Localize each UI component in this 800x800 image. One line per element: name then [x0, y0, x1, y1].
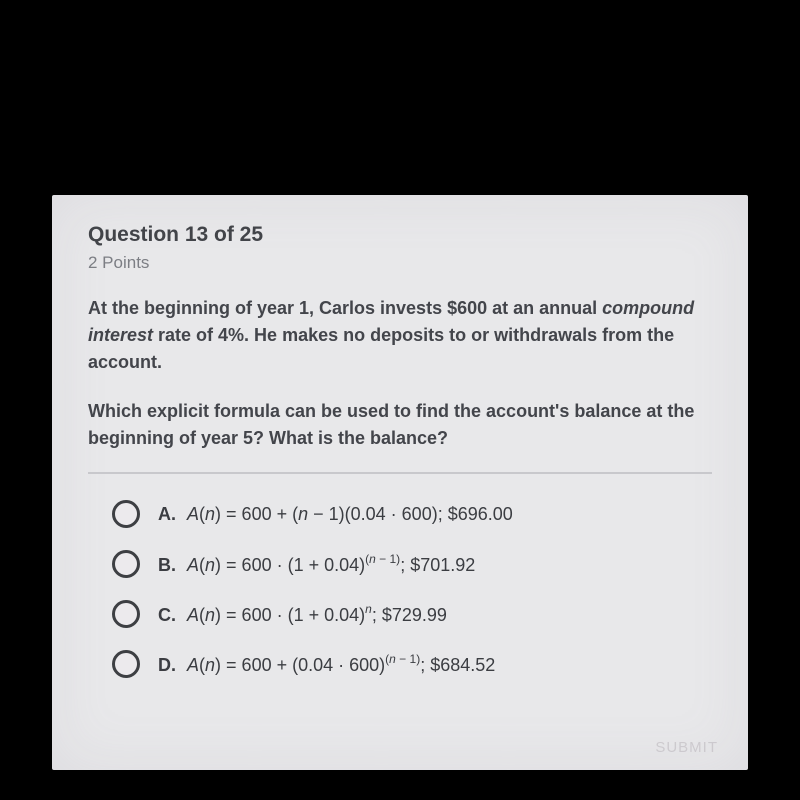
option-a-label: A. A(n) = 600 + (n − 1)(0.04 · 600); $69…: [158, 504, 513, 525]
option-d[interactable]: D. A(n) = 600 + (0.04 · 600)(n − 1); $68…: [112, 650, 712, 678]
option-letter: C.: [158, 605, 176, 625]
prompt-text-1b: rate of 4%. He makes no deposits to or w…: [88, 325, 674, 372]
question-number: Question 13 of 25: [88, 223, 712, 247]
option-letter: A.: [158, 504, 176, 524]
radio-icon[interactable]: [112, 500, 140, 528]
option-b-label: B. A(n) = 600 · (1 + 0.04)(n − 1); $701.…: [158, 553, 475, 576]
radio-icon[interactable]: [112, 600, 140, 628]
option-c[interactable]: C. A(n) = 600 · (1 + 0.04)n; $729.99: [112, 600, 712, 628]
points-label: 2 Points: [88, 253, 712, 273]
option-c-label: C. A(n) = 600 · (1 + 0.04)n; $729.99: [158, 603, 447, 626]
options-group: A. A(n) = 600 + (n − 1)(0.04 · 600); $69…: [88, 500, 712, 678]
option-letter: B.: [158, 555, 176, 575]
radio-icon[interactable]: [112, 550, 140, 578]
radio-icon[interactable]: [112, 650, 140, 678]
question-prompt-2: Which explicit formula can be used to fi…: [88, 398, 712, 452]
divider: [88, 472, 712, 474]
option-a[interactable]: A. A(n) = 600 + (n − 1)(0.04 · 600); $69…: [112, 500, 712, 528]
submit-button[interactable]: SUBMIT: [655, 739, 718, 756]
prompt-text-1a: At the beginning of year 1, Carlos inves…: [88, 298, 602, 318]
question-prompt-1: At the beginning of year 1, Carlos inves…: [88, 295, 712, 376]
option-b[interactable]: B. A(n) = 600 · (1 + 0.04)(n − 1); $701.…: [112, 550, 712, 578]
quiz-card: Question 13 of 25 2 Points At the beginn…: [52, 195, 748, 770]
option-letter: D.: [158, 655, 176, 675]
option-d-label: D. A(n) = 600 + (0.04 · 600)(n − 1); $68…: [158, 653, 495, 676]
